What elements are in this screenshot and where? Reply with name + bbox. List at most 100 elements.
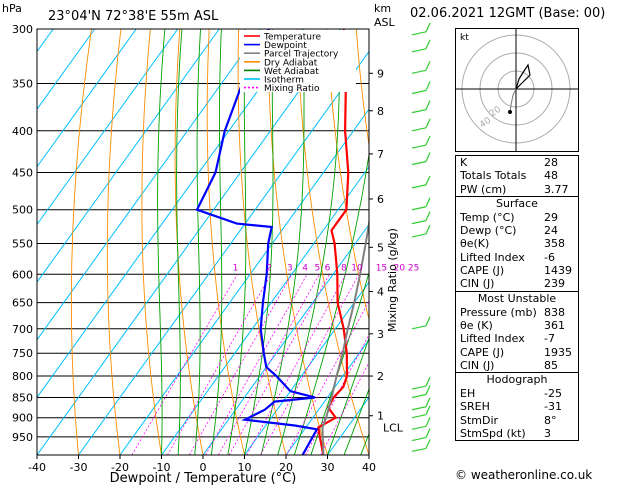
- location-label: 23°04'N 72°38'E 55m ASL: [48, 9, 219, 24]
- wind-barb: [411, 31, 427, 36]
- wind-barb: [411, 69, 427, 74]
- pressure-tick-label: 450: [12, 166, 33, 179]
- wind-barb: [411, 406, 427, 411]
- wind-barb-flag: [425, 81, 431, 91]
- legend-entry: Temperature: [263, 33, 321, 43]
- isotherm: [119, 108, 369, 455]
- surface-label: θe(K): [460, 237, 490, 251]
- pressure-tick-label: 650: [12, 297, 33, 310]
- isotherm: [202, 223, 369, 455]
- wet-adiabat: [176, 29, 183, 455]
- km-tick-label: 8: [377, 105, 384, 118]
- km-tick-label: 9: [377, 67, 384, 80]
- wet-adiabat: [260, 29, 305, 455]
- mixing-ratio-axis-title: Mixing Ratio (g/kg): [386, 228, 399, 332]
- pressure-tick-label: 800: [12, 370, 33, 383]
- surface-section: Surface Temp (°C) 29 Dewp (°C) 24 θe(K) 358 Li…: [456, 195, 578, 291]
- wind-barb: [411, 220, 427, 225]
- dry-adiabat: [237, 29, 287, 455]
- mixing-ratio-line: [218, 274, 320, 455]
- legend-entry: Mixing Ratio: [264, 84, 320, 94]
- pressure-tick-label: 600: [12, 268, 33, 281]
- x-tick-label: 30: [321, 461, 335, 474]
- pressure-tick-label: 700: [12, 323, 33, 336]
- x-tick-label: 40: [362, 461, 376, 474]
- hodograph-stat-row: StmDir 8°: [456, 414, 578, 427]
- x-tick-label: 20: [279, 461, 293, 474]
- axes: 3003504004505005506006507007508008509009…: [12, 23, 419, 474]
- wind-barb-flag: [425, 118, 431, 129]
- hodograph-panel: kt 40 20: [455, 28, 579, 152]
- wind-barb: [411, 393, 427, 399]
- surface-value: 29: [544, 210, 558, 224]
- most-unstable-label: Pressure (mb): [460, 305, 537, 319]
- x-tick-label: -20: [111, 461, 129, 474]
- wind-barb-flag: [425, 211, 431, 221]
- wind-barb-flag: [425, 197, 431, 207]
- km-unit-label: km: [374, 2, 391, 15]
- mixing-ratio-label: 15: [376, 263, 387, 273]
- most-unstable-value: -7: [544, 332, 555, 346]
- surface-row: θe(K) 358: [456, 237, 578, 250]
- wind-barb-flag: [425, 397, 431, 408]
- wind-barb-flag: [425, 385, 431, 395]
- surface-value: -6: [544, 250, 555, 264]
- hodograph-stat-value: -25: [544, 387, 562, 401]
- pressure-tick-label: 300: [12, 23, 33, 36]
- hodograph-stats-section: Hodograph EH -25 SREH -31 StmDir 8° StmSpd (kt…: [456, 372, 578, 440]
- wind-barb: [411, 206, 427, 211]
- surface-value: 358: [544, 237, 565, 251]
- wind-barb: [411, 184, 427, 189]
- wind-barb-flag: [425, 376, 431, 387]
- temperature-curve: [317, 29, 350, 455]
- mixing-ratio-label: 8: [341, 263, 347, 273]
- surface-value: 24: [544, 224, 558, 238]
- surface-row: CIN (J) 239: [456, 277, 578, 290]
- mixing-ratio-line: [260, 274, 360, 455]
- copyright-label: © weatheronline.co.uk: [455, 468, 593, 482]
- pressure-tick-label: 900: [12, 412, 33, 425]
- surface-value: 239: [544, 277, 565, 291]
- isotherm: [244, 281, 369, 455]
- wind-barb-flag: [425, 405, 431, 415]
- surface-label: CAPE (J): [460, 264, 505, 278]
- mixing-ratio-label: 5: [314, 263, 320, 273]
- wet-adiabat: [210, 29, 223, 455]
- pressure-tick-label: 750: [12, 347, 33, 360]
- legend-entry: Isotherm: [264, 76, 304, 86]
- index-label: Totals Totals: [460, 169, 527, 183]
- surface-row: Temp (°C) 29: [456, 211, 578, 224]
- wind-barb: [411, 144, 427, 149]
- wind-barb-flag: [425, 439, 431, 449]
- pressure-tick-label: 850: [12, 391, 33, 404]
- wind-barb-flag: [425, 316, 431, 327]
- lcl-label: LCL: [383, 421, 404, 434]
- hodograph-ring-label-20: 20: [488, 105, 503, 120]
- x-tick-label: -10: [153, 461, 171, 474]
- sounding-curves: [195, 29, 369, 455]
- wind-barb-flag: [425, 417, 431, 427]
- isotherm: [37, 29, 179, 226]
- wet-adiabat: [157, 29, 166, 455]
- hodograph-stats-title: Hodograph: [486, 373, 548, 387]
- wind-barb: [411, 385, 427, 390]
- isotherm: [285, 338, 369, 455]
- isotherm: [161, 165, 369, 455]
- wind-barb: [411, 48, 427, 53]
- wind-barb: [411, 436, 427, 442]
- km-tick-label: 5: [377, 241, 384, 254]
- pressure-tick-label: 500: [12, 204, 33, 217]
- datetime-label: 02.06.2021 12GMT (Base: 00): [410, 6, 606, 21]
- km-tick-label: 4: [377, 286, 384, 299]
- parcel-trajectory-curve: [321, 217, 369, 455]
- dry-adiabat: [592, 29, 629, 455]
- isotherm: [78, 50, 369, 455]
- most-unstable-section: Most Unstable Pressure (mb) 838 θe (K) 361 L…: [456, 290, 578, 372]
- index-row: K 28: [456, 156, 578, 169]
- most-unstable-value: 1935: [544, 345, 572, 359]
- hodograph-stat-row: SREH -31: [456, 400, 578, 413]
- dry-adiabat: [174, 29, 204, 455]
- hodograph-trace-lower: [509, 88, 517, 113]
